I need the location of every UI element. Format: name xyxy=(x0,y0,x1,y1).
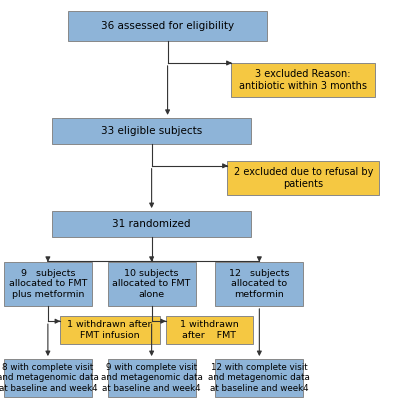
FancyBboxPatch shape xyxy=(4,262,92,306)
FancyBboxPatch shape xyxy=(227,161,379,195)
Text: 12 with complete visit
and metagenomic data
at baseline and week4: 12 with complete visit and metagenomic d… xyxy=(208,363,310,393)
FancyBboxPatch shape xyxy=(68,11,267,41)
FancyBboxPatch shape xyxy=(60,316,160,344)
Text: 3 excluded Reason:
antibiotic within 3 months: 3 excluded Reason: antibiotic within 3 m… xyxy=(239,69,367,91)
Text: 2 excluded due to refusal by
patients: 2 excluded due to refusal by patients xyxy=(233,167,373,189)
FancyBboxPatch shape xyxy=(52,211,251,237)
Text: 1 withdrawn
after    FMT: 1 withdrawn after FMT xyxy=(180,320,239,340)
Text: 1 withdrawn after
FMT infusion: 1 withdrawn after FMT infusion xyxy=(67,320,152,340)
FancyBboxPatch shape xyxy=(215,262,303,306)
Text: 9 with complete visit
and metagenomic data
at baseline and week4: 9 with complete visit and metagenomic da… xyxy=(101,363,203,393)
FancyBboxPatch shape xyxy=(4,359,92,397)
Text: 8 with complete visit
and metagenomic data
at baseline and week4: 8 with complete visit and metagenomic da… xyxy=(0,363,99,393)
FancyBboxPatch shape xyxy=(108,359,196,397)
FancyBboxPatch shape xyxy=(215,359,303,397)
Text: 36 assessed for eligibility: 36 assessed for eligibility xyxy=(101,21,234,31)
Text: 33 eligible subjects: 33 eligible subjects xyxy=(101,126,202,136)
FancyBboxPatch shape xyxy=(108,262,196,306)
Text: 12   subjects
allocated to
metformin: 12 subjects allocated to metformin xyxy=(229,269,290,299)
FancyBboxPatch shape xyxy=(52,118,251,144)
FancyBboxPatch shape xyxy=(231,63,375,97)
Text: 31 randomized: 31 randomized xyxy=(113,219,191,229)
FancyBboxPatch shape xyxy=(166,316,253,344)
Text: 9   subjects
allocated to FMT
plus metformin: 9 subjects allocated to FMT plus metform… xyxy=(9,269,87,299)
Text: 10 subjects
allocated to FMT
alone: 10 subjects allocated to FMT alone xyxy=(113,269,191,299)
